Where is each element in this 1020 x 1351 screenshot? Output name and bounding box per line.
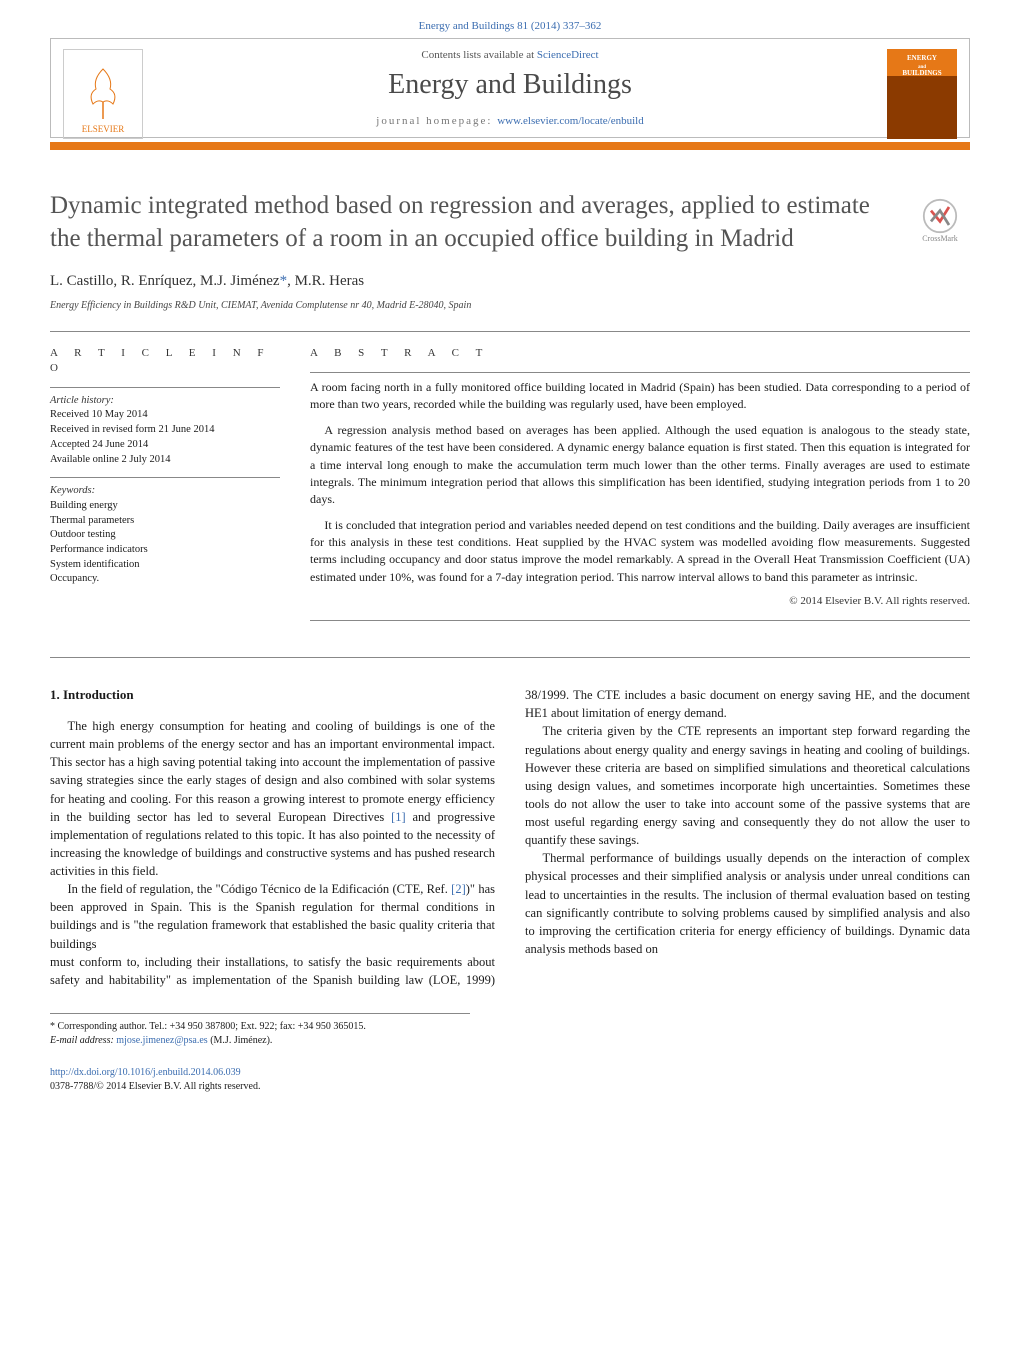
history-label: Article history: <box>50 394 280 409</box>
authors-line: L. Castillo, R. Enríquez, M.J. Jiménez*,… <box>50 273 970 290</box>
body-p1: The high energy consumption for heating … <box>50 717 495 880</box>
abstract-rule <box>310 372 970 373</box>
issn-copyright: 0378-7788/© 2014 Elsevier B.V. All right… <box>50 1080 970 1094</box>
abstract-p3: It is concluded that integration period … <box>310 517 970 587</box>
elsevier-tree-icon <box>78 64 128 124</box>
article-info-column: A R T I C L E I N F O Article history: R… <box>50 346 280 627</box>
citation-header: Energy and Buildings 81 (2014) 337–362 <box>50 20 970 32</box>
doi-block: http://dx.doi.org/10.1016/j.enbuild.2014… <box>50 1066 970 1094</box>
history-online: Available online 2 July 2014 <box>50 453 280 468</box>
abstract-copyright: © 2014 Elsevier B.V. All rights reserved… <box>310 594 970 610</box>
keyword-item: System identification <box>50 558 280 573</box>
divider-mid <box>50 657 970 658</box>
homepage-link[interactable]: www.elsevier.com/locate/enbuild <box>497 115 644 127</box>
history-received: Received 10 May 2014 <box>50 408 280 423</box>
history-accepted: Accepted 24 June 2014 <box>50 438 280 453</box>
journal-cover-thumbnail: ENERGYandBUILDINGS <box>887 49 957 139</box>
sciencedirect-link[interactable]: ScienceDirect <box>537 49 599 61</box>
cover-title: ENERGYandBUILDINGS <box>902 55 941 78</box>
corr-email-line: E-mail address: mjose.jimenez@psa.es (M.… <box>50 1034 470 1048</box>
crossmark-label: CrossMark <box>922 234 958 243</box>
keyword-item: Performance indicators <box>50 543 280 558</box>
accent-bar <box>50 142 970 150</box>
authors-tail: , M.R. Heras <box>287 273 364 289</box>
abstract-column: A B S T R A C T A room facing north in a… <box>310 346 970 627</box>
keyword-item: Outdoor testing <box>50 528 280 543</box>
homepage-prefix: journal homepage: <box>376 115 497 127</box>
abstract-label: A B S T R A C T <box>310 346 970 362</box>
keyword-item: Building energy <box>50 499 280 514</box>
publisher-name: ELSEVIER <box>82 124 125 134</box>
contents-prefix: Contents lists available at <box>421 49 536 61</box>
authors-names: L. Castillo, R. Enríquez, M.J. Jiménez <box>50 273 280 289</box>
body-p2: In the field of regulation, the "Código … <box>50 880 495 953</box>
article-info-label: A R T I C L E I N F O <box>50 346 280 377</box>
keywords-label: Keywords: <box>50 484 280 499</box>
info-rule-2 <box>50 477 280 478</box>
affiliation: Energy Efficiency in Buildings R&D Unit,… <box>50 300 970 311</box>
email-label: E-mail address: <box>50 1035 116 1046</box>
abstract-p2: A regression analysis method based on av… <box>310 422 970 509</box>
info-rule-1 <box>50 387 280 388</box>
corresponding-marker: * <box>280 273 288 289</box>
email-link[interactable]: mjose.jimenez@psa.es <box>116 1035 207 1046</box>
corresponding-author-footer: * Corresponding author. Tel.: +34 950 38… <box>50 1013 470 1048</box>
abstract-p1: A room facing north in a fully monitored… <box>310 379 970 414</box>
body-text: 1. Introduction The high energy consumpt… <box>50 686 970 989</box>
contents-line: Contents lists available at ScienceDirec… <box>171 49 849 61</box>
homepage-line: journal homepage: www.elsevier.com/locat… <box>171 115 849 127</box>
journal-name: Energy and Buildings <box>171 69 849 101</box>
keyword-item: Thermal parameters <box>50 514 280 529</box>
crossmark-icon <box>922 198 958 234</box>
journal-header-box: ELSEVIER ENERGYandBUILDINGS Contents lis… <box>50 38 970 138</box>
section-heading: 1. Introduction <box>50 686 495 705</box>
body-p4: The criteria given by the CTE represents… <box>525 722 970 849</box>
doi-link[interactable]: http://dx.doi.org/10.1016/j.enbuild.2014… <box>50 1067 241 1078</box>
history-revised: Received in revised form 21 June 2014 <box>50 423 280 438</box>
reference-link[interactable]: [1] <box>391 810 406 824</box>
body-p5: Thermal performance of buildings usually… <box>525 849 970 958</box>
abstract-rule-bottom <box>310 620 970 621</box>
corr-author-line: * Corresponding author. Tel.: +34 950 38… <box>50 1020 470 1034</box>
elsevier-logo: ELSEVIER <box>63 49 143 139</box>
divider-top <box>50 331 970 332</box>
reference-link[interactable]: [2] <box>451 882 466 896</box>
email-tail: (M.J. Jiménez). <box>208 1035 273 1046</box>
crossmark-badge[interactable]: CrossMark <box>910 190 970 250</box>
article-title: Dynamic integrated method based on regre… <box>50 190 890 255</box>
keyword-item: Occupancy. <box>50 572 280 587</box>
